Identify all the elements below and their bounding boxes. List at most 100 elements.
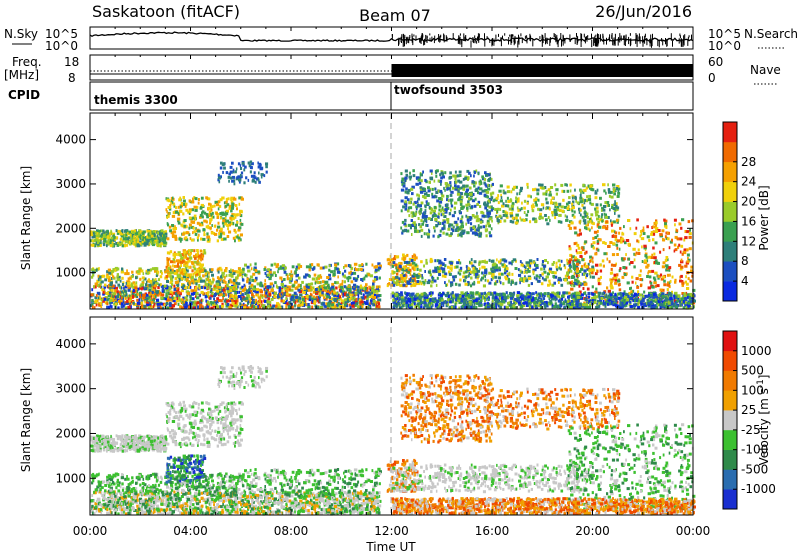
- power-cell: [202, 279, 206, 283]
- power-cell: [576, 278, 579, 281]
- power-cell: [150, 241, 153, 245]
- power-cell: [321, 280, 325, 284]
- power-cell: [516, 192, 518, 196]
- power-cell: [372, 299, 376, 303]
- power-cell: [513, 185, 516, 189]
- power-cell: [158, 240, 161, 244]
- power-cell: [514, 221, 519, 225]
- power-cell: [233, 229, 236, 232]
- power-cell: [240, 222, 244, 226]
- power-cell: [195, 253, 198, 257]
- nsky-spike: [556, 37, 558, 45]
- power-cell: [486, 208, 489, 212]
- power-cell: [396, 280, 399, 284]
- power-cell: [499, 258, 502, 262]
- power-cell: [334, 281, 337, 285]
- power-cell: [108, 291, 112, 295]
- power-cell: [173, 264, 177, 268]
- power-cell: [431, 195, 435, 199]
- power-cell: [251, 301, 254, 305]
- power-cell: [628, 262, 631, 266]
- power-cell: [363, 300, 366, 304]
- power-cell: [444, 275, 447, 278]
- power-cell: [504, 204, 508, 208]
- power-cell: [189, 295, 192, 299]
- power-cell: [177, 268, 180, 272]
- power-cell: [419, 186, 423, 190]
- power-cell: [295, 268, 298, 271]
- nsky-spike: [569, 34, 571, 42]
- power-cell: [607, 190, 611, 194]
- nsky-spike: [520, 33, 522, 37]
- power-cell: [457, 190, 460, 194]
- power-cell: [197, 201, 200, 205]
- power-cell: [449, 184, 452, 188]
- power-cell: [328, 298, 332, 302]
- nsky-spike: [403, 34, 405, 42]
- power-cell: [146, 271, 150, 275]
- power-cell: [496, 210, 499, 214]
- power-cell: [506, 196, 509, 200]
- power-cell: [183, 250, 187, 254]
- power-cell: [142, 296, 146, 300]
- power-cell: [335, 281, 339, 285]
- power-cell: [596, 188, 599, 192]
- power-cell: [242, 163, 245, 167]
- power-cell: [343, 290, 346, 294]
- power-cell: [455, 223, 459, 227]
- power-cell: [170, 231, 174, 235]
- power-cell: [248, 278, 251, 282]
- power-cell: [545, 206, 550, 210]
- power-cell: [616, 220, 619, 224]
- power-cell: [123, 286, 125, 290]
- power-cell: [231, 175, 236, 179]
- power-cell: [443, 186, 445, 190]
- power-cell: [226, 290, 230, 294]
- power-cell: [201, 255, 204, 259]
- power-cell: [111, 284, 115, 288]
- power-cell: [470, 222, 473, 226]
- power-cell: [429, 269, 432, 273]
- power-cell: [168, 286, 172, 290]
- nsky-spike: [651, 40, 652, 48]
- nsky-spike: [635, 38, 637, 44]
- power-cell: [221, 196, 225, 200]
- power-cell: [225, 171, 229, 175]
- power-cell: [372, 296, 376, 299]
- power-cell: [119, 279, 122, 283]
- power-cell: [346, 299, 350, 303]
- power-cell: [148, 283, 152, 287]
- power-cell: [198, 233, 200, 237]
- power-cell: [109, 241, 112, 245]
- power-cell: [494, 198, 498, 202]
- power-cell: [315, 291, 319, 295]
- power-cell: [187, 282, 190, 286]
- power-cell: [614, 278, 618, 282]
- power-cell: [209, 300, 212, 304]
- power-cell: [221, 163, 225, 167]
- power-cell: [578, 210, 581, 214]
- power-cell: [237, 282, 241, 286]
- power-cell: [237, 228, 241, 232]
- power-cell: [642, 232, 646, 235]
- power-cell: [174, 292, 177, 296]
- power-cell: [373, 292, 375, 296]
- power-cell: [200, 286, 203, 289]
- power-cell: [257, 270, 261, 274]
- power-cell: [121, 276, 124, 280]
- power-cell: [260, 173, 264, 177]
- power-cell: [422, 220, 425, 224]
- power-cell: [414, 274, 418, 278]
- power-cell: [116, 298, 119, 302]
- power-cell: [159, 293, 162, 297]
- power-cell: [681, 218, 685, 222]
- power-cell: [510, 204, 514, 208]
- power-cell: [132, 301, 135, 305]
- power-cell: [234, 239, 236, 243]
- power-cell: [434, 187, 437, 191]
- power-cell: [534, 220, 538, 224]
- power-cell: [106, 302, 109, 306]
- power-cell: [230, 176, 233, 180]
- power-cell: [439, 173, 442, 177]
- power-cell: [333, 299, 338, 303]
